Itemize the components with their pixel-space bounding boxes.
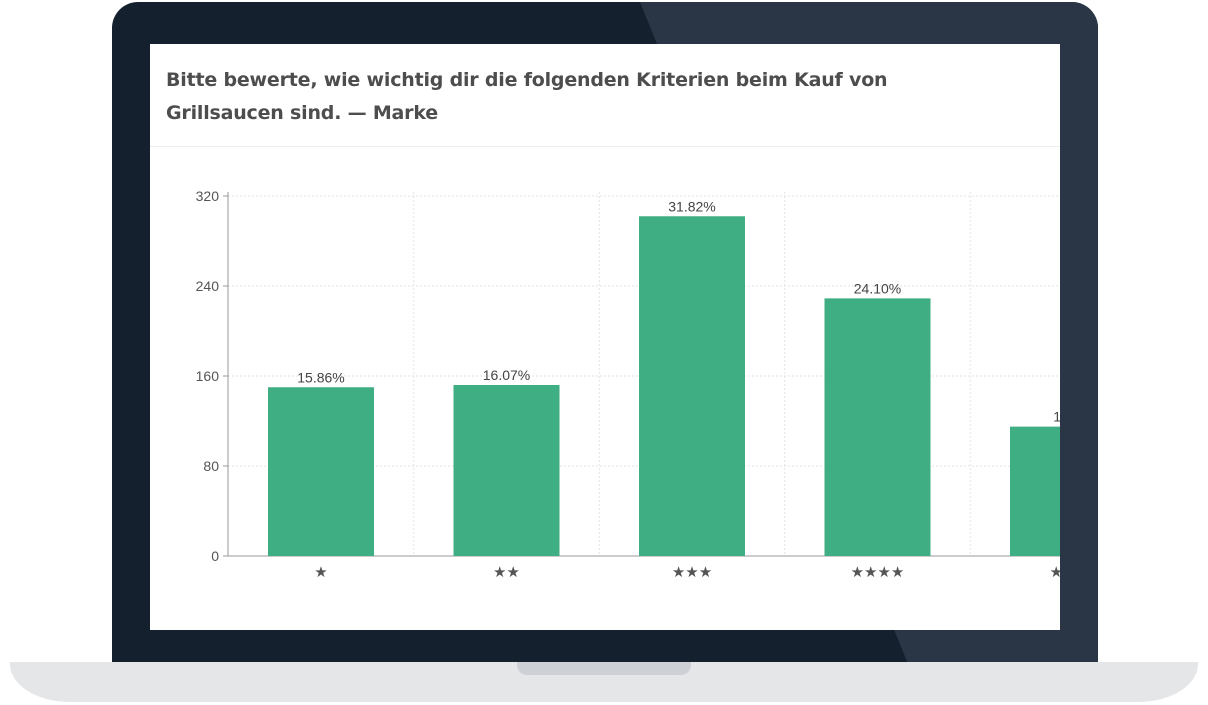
bar [1010, 426, 1060, 556]
x-tick-label: ★★★ [672, 563, 712, 581]
title-divider [150, 146, 1060, 147]
bar-chart: 0 80 160 240 320 15.86% ★ 16.07% ★★ 31.82% ★★★ 24.1… [196, 188, 1060, 581]
bar-data-label: 15.86% [297, 369, 344, 385]
bar [268, 387, 374, 556]
bar [453, 385, 560, 556]
bar [639, 216, 745, 556]
y-tick-label: 160 [196, 368, 220, 384]
laptop-base [0, 662, 1208, 705]
x-tick-label: ★★ [1050, 563, 1060, 581]
bar-data-label: 16.07% [483, 367, 530, 383]
laptop-notch [517, 662, 691, 675]
screen: Bitte bewerte, wie wichtig dir die folge… [150, 44, 1060, 630]
bar-data-label: 24.10% [854, 280, 901, 296]
laptop-lid: Bitte bewerte, wie wichtig dir die folge… [112, 2, 1098, 664]
bar [824, 298, 931, 556]
x-tick-label: ★★★★ [851, 563, 905, 581]
y-tick-label: 320 [196, 188, 220, 204]
x-tick-label: ★ [314, 563, 327, 581]
question-title: Bitte bewerte, wie wichtig dir die folge… [166, 69, 888, 124]
bar-data-label: 12. [1053, 409, 1060, 425]
bar-data-label: 31.82% [668, 198, 715, 214]
x-tick-label: ★★ [493, 563, 520, 581]
y-tick-label: 240 [196, 278, 220, 294]
y-tick-label: 0 [211, 548, 219, 564]
y-tick-label: 80 [203, 458, 219, 474]
